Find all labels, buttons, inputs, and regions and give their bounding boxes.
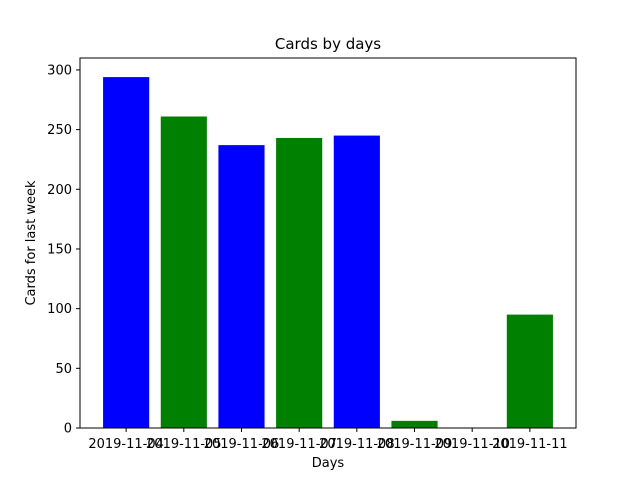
bar-2019-11-07	[276, 137, 323, 428]
x-axis-ticks: 2019-11-042019-11-052019-11-062019-11-07…	[88, 428, 568, 452]
bars	[103, 77, 553, 429]
y-axis-ticks: 0 50 100 150 200 250 300	[47, 63, 80, 437]
x-tick-label: 2019-11-05	[146, 437, 222, 452]
bar-2019-11-11	[506, 314, 553, 428]
y-tick-label: 50	[55, 362, 72, 377]
x-tick-label: 2019-11-06	[204, 437, 280, 452]
x-tick-label: 2019-11-09	[377, 437, 453, 452]
y-axis-label: Cards for last week	[24, 180, 39, 306]
bar-2019-11-05	[160, 116, 207, 428]
x-tick-label: 2019-11-11	[492, 437, 568, 452]
y-tick-label: 200	[47, 183, 72, 198]
bar-2019-11-08	[333, 135, 380, 429]
x-tick-label: 2019-11-07	[261, 437, 337, 452]
y-tick-label: 300	[47, 63, 72, 78]
y-tick-label: 100	[47, 302, 72, 317]
chart-title: Cards by days	[275, 35, 381, 53]
y-tick-label: 250	[47, 123, 72, 138]
x-tick-label: 2019-11-04	[88, 437, 164, 452]
x-axis-label: Days	[312, 456, 345, 471]
y-tick-label: 0	[64, 422, 72, 437]
x-tick-label: 2019-11-10	[434, 437, 510, 452]
bar-2019-11-06	[218, 145, 265, 428]
y-tick-label: 150	[47, 242, 72, 257]
plot-frame	[79, 57, 577, 429]
x-tick-label: 2019-11-08	[319, 437, 395, 452]
bar-2019-11-09	[391, 420, 438, 428]
bar-2019-11-04	[103, 77, 150, 428]
